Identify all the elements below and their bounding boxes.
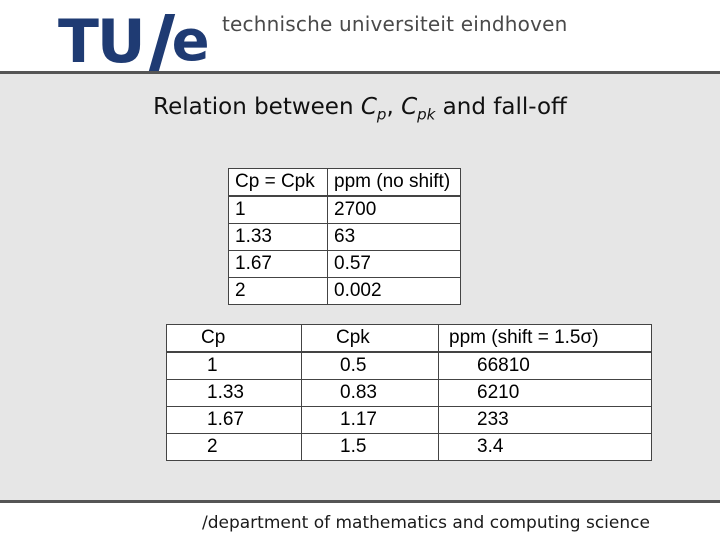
table-row: 1.33 0.83 6210 — [166, 379, 652, 407]
header-cell-cpk: Cpk — [301, 324, 439, 353]
table-row: 2 0.002 — [228, 277, 461, 305]
department-name: /department of mathematics and computing… — [202, 513, 650, 533]
table-cell: 233 — [438, 406, 652, 434]
table-cell: 0.57 — [327, 250, 461, 278]
slide-title: Relation between Cp, Cpk and fall-off — [0, 94, 720, 124]
title-prefix: Relation between — [153, 94, 354, 120]
table-cell: 66810 — [438, 351, 652, 380]
table-cell: 2700 — [327, 195, 461, 224]
table-cell: 0.5 — [301, 351, 439, 380]
table-row: 2 1.5 3.4 — [166, 433, 652, 461]
cp-subscript: p — [376, 105, 387, 124]
table-cell: 1.33 — [228, 223, 328, 251]
table-row: 1.67 0.57 — [228, 250, 461, 278]
table-cell: 6210 — [438, 379, 652, 407]
table-header-row: Cp = Cpk ppm (no shift) — [228, 168, 461, 197]
cp-main: C — [360, 94, 377, 120]
footer-divider — [0, 500, 720, 503]
slide-footer: /department of mathematics and computing… — [0, 503, 720, 540]
table-cell: 1.5 — [301, 433, 439, 461]
table-row: 1 0.5 66810 — [166, 351, 652, 380]
table-row: 1.33 63 — [228, 223, 461, 251]
header-cell-ppm-shift: ppm (shift = 1.5σ) — [438, 324, 652, 353]
header-cell-ppm-no-shift: ppm (no shift) — [327, 168, 461, 197]
table-cell: 1 — [228, 195, 328, 224]
table-cell: 1.33 — [166, 379, 302, 407]
cp-symbol: Cp — [360, 94, 387, 124]
cpk-symbol: Cpk — [401, 94, 435, 124]
table-cell: 63 — [327, 223, 461, 251]
table-shift: Cp Cpk ppm (shift = 1.5σ) 1 0.5 66810 1.… — [166, 324, 652, 461]
logo-tu-text: TU — [58, 7, 146, 77]
title-suffix: and fall-off — [442, 94, 567, 120]
table-cell: 0.002 — [327, 277, 461, 305]
header-cell-cp-cpk: Cp = Cpk — [228, 168, 328, 197]
table-cell: 1 — [166, 351, 302, 380]
header-divider — [0, 71, 720, 74]
slide-header: TU e technische universiteit eindhoven — [0, 0, 720, 92]
institution-name: technische universiteit eindhoven — [222, 12, 568, 36]
table-no-shift: Cp = Cpk ppm (no shift) 1 2700 1.33 63 1… — [228, 168, 461, 305]
cpk-main: C — [401, 94, 418, 120]
table-cell: 1.67 — [228, 250, 328, 278]
header-cell-cp: Cp — [166, 324, 302, 353]
table-cell: 2 — [228, 277, 328, 305]
table-row: 1 2700 — [228, 195, 461, 224]
table-cell: 0.83 — [301, 379, 439, 407]
cpk-subscript: pk — [417, 105, 436, 124]
table-cell: 2 — [166, 433, 302, 461]
tue-logo: TU e — [58, 6, 210, 92]
table-cell: 1.67 — [166, 406, 302, 434]
slide-content: Relation between Cp, Cpk and fall-off Cp… — [0, 74, 720, 500]
table-cell: 1.17 — [301, 406, 439, 434]
logo-e-text: e — [171, 9, 210, 74]
table-header-row: Cp Cpk ppm (shift = 1.5σ) — [166, 324, 652, 353]
title-separator: , — [386, 94, 402, 120]
table-cell: 3.4 — [438, 433, 652, 461]
table-row: 1.67 1.17 233 — [166, 406, 652, 434]
